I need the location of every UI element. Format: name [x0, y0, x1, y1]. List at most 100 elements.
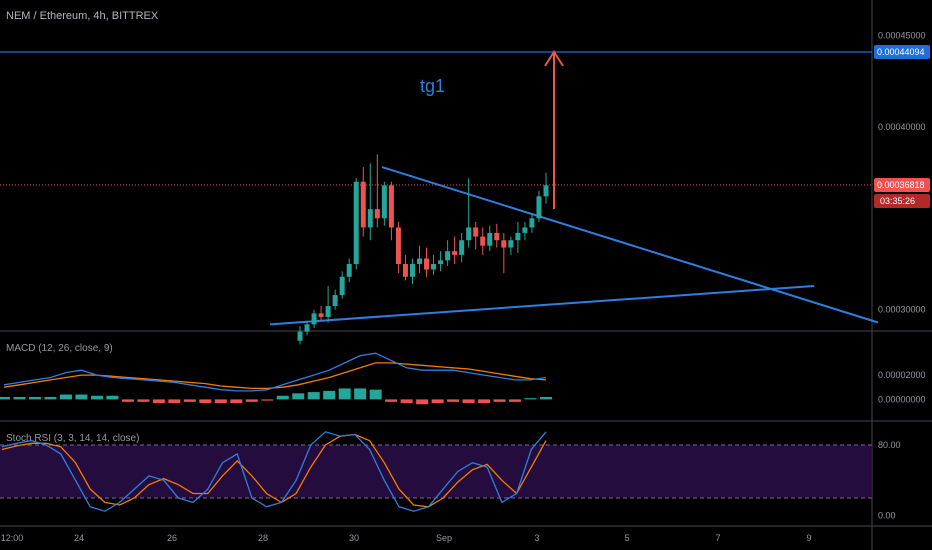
- candle: [416, 245, 422, 274]
- candle-body: [416, 258, 422, 264]
- candle-body: [508, 240, 514, 248]
- candle: [459, 232, 465, 263]
- macd-histogram-bar: [447, 399, 460, 402]
- candle-body: [318, 313, 324, 318]
- macd-histogram-bar: [199, 399, 212, 404]
- candle-body: [304, 324, 310, 332]
- macd-histogram-bar: [106, 395, 119, 400]
- candle-body: [325, 306, 331, 318]
- stoch-k-line: [1, 431, 547, 512]
- macd-histogram-bar: [121, 399, 134, 402]
- stoch-tick-label: 80.00: [878, 440, 901, 450]
- candle: [409, 258, 415, 285]
- macd-signal-line: [3, 362, 547, 390]
- candle: [402, 254, 408, 281]
- candle: [367, 163, 373, 241]
- candle-body: [438, 260, 444, 264]
- candle-body: [402, 264, 408, 277]
- candle: [339, 271, 345, 299]
- macd-histogram-bar: [168, 399, 181, 404]
- macd-histogram-bar: [524, 398, 537, 400]
- candle: [522, 221, 528, 241]
- macd-histogram-bar: [509, 399, 522, 402]
- candle-body: [522, 227, 528, 233]
- candle-body: [445, 251, 451, 261]
- stoch-d-line: [1, 433, 547, 508]
- candle: [388, 181, 394, 241]
- macd-histogram-bar: [478, 399, 491, 404]
- candle-body: [529, 218, 535, 228]
- macd-histogram-bar: [59, 394, 72, 400]
- candle-body: [381, 185, 387, 219]
- target-annotation: tg1: [420, 76, 445, 96]
- macd-histogram-bar: [385, 399, 398, 402]
- candle-body: [466, 227, 472, 241]
- macd-histogram-bar: [416, 399, 429, 405]
- candle-body: [388, 185, 394, 228]
- macd-histogram-bar: [323, 390, 336, 400]
- price-tick-label: 0.00045000: [878, 30, 926, 40]
- candle: [424, 247, 430, 277]
- candle: [297, 326, 303, 345]
- time-tick-label: Sep: [436, 533, 452, 543]
- chart-title: NEM / Ethereum, 4h, BITTREX: [6, 10, 159, 22]
- macd-histogram-bar: [230, 399, 243, 404]
- macd-histogram-bar: [13, 396, 26, 400]
- candle: [494, 223, 500, 248]
- candle: [353, 178, 359, 270]
- candle-body: [360, 181, 366, 228]
- candle-body: [339, 276, 345, 296]
- candle: [529, 214, 535, 233]
- macd-histogram-bar: [338, 388, 351, 400]
- macd-line: [3, 352, 547, 392]
- candle-body: [409, 264, 415, 277]
- time-tick-label: 9: [806, 533, 811, 543]
- candle-body: [367, 209, 373, 228]
- macd-histogram-bar: [354, 388, 367, 400]
- candle: [332, 289, 338, 310]
- macd-histogram-bar: [214, 399, 227, 404]
- candle: [452, 236, 458, 264]
- target-price-tag: [874, 44, 930, 59]
- time-tick-label: 30: [349, 533, 359, 543]
- macd-histogram-bar: [245, 399, 258, 402]
- candle: [536, 190, 542, 222]
- macd-histogram-bar: [276, 395, 289, 400]
- candle: [346, 258, 352, 283]
- time-tick-label: 12:00: [1, 533, 24, 543]
- time-tick-label: 26: [167, 533, 177, 543]
- time-tick-label: 24: [74, 533, 84, 543]
- macd-histogram-bar: [462, 399, 475, 404]
- candle-body: [501, 240, 507, 248]
- candle-body: [374, 209, 380, 219]
- candle: [431, 254, 437, 275]
- candle-body: [452, 251, 458, 255]
- candle-body: [494, 232, 500, 241]
- candle-body: [353, 181, 359, 264]
- last-price-label: 0.00036818: [877, 180, 925, 190]
- time-tick-label: 5: [624, 533, 629, 543]
- candle: [304, 320, 310, 336]
- price-tick-label: 0.00040000: [878, 122, 926, 132]
- arrow-head: [544, 50, 564, 67]
- macd-histogram-bar: [0, 396, 10, 400]
- candle-body: [395, 227, 401, 264]
- stoch-tick-label: 0.00: [878, 511, 896, 521]
- time-tick-label: 3: [534, 533, 539, 543]
- candle: [501, 232, 507, 274]
- macd-histogram-bar: [152, 399, 165, 404]
- candle: [374, 154, 380, 228]
- candle-body: [311, 313, 317, 325]
- macd-histogram-bar: [183, 399, 196, 402]
- candle: [445, 240, 451, 266]
- time-tick-label: 28: [258, 533, 268, 543]
- candle-body: [346, 264, 352, 277]
- macd-histogram-bar: [307, 392, 320, 400]
- candle: [487, 225, 493, 252]
- candle-body: [431, 264, 437, 270]
- candle-body: [297, 331, 303, 341]
- candle: [360, 167, 366, 237]
- candle-body: [515, 232, 521, 241]
- candle: [395, 221, 401, 274]
